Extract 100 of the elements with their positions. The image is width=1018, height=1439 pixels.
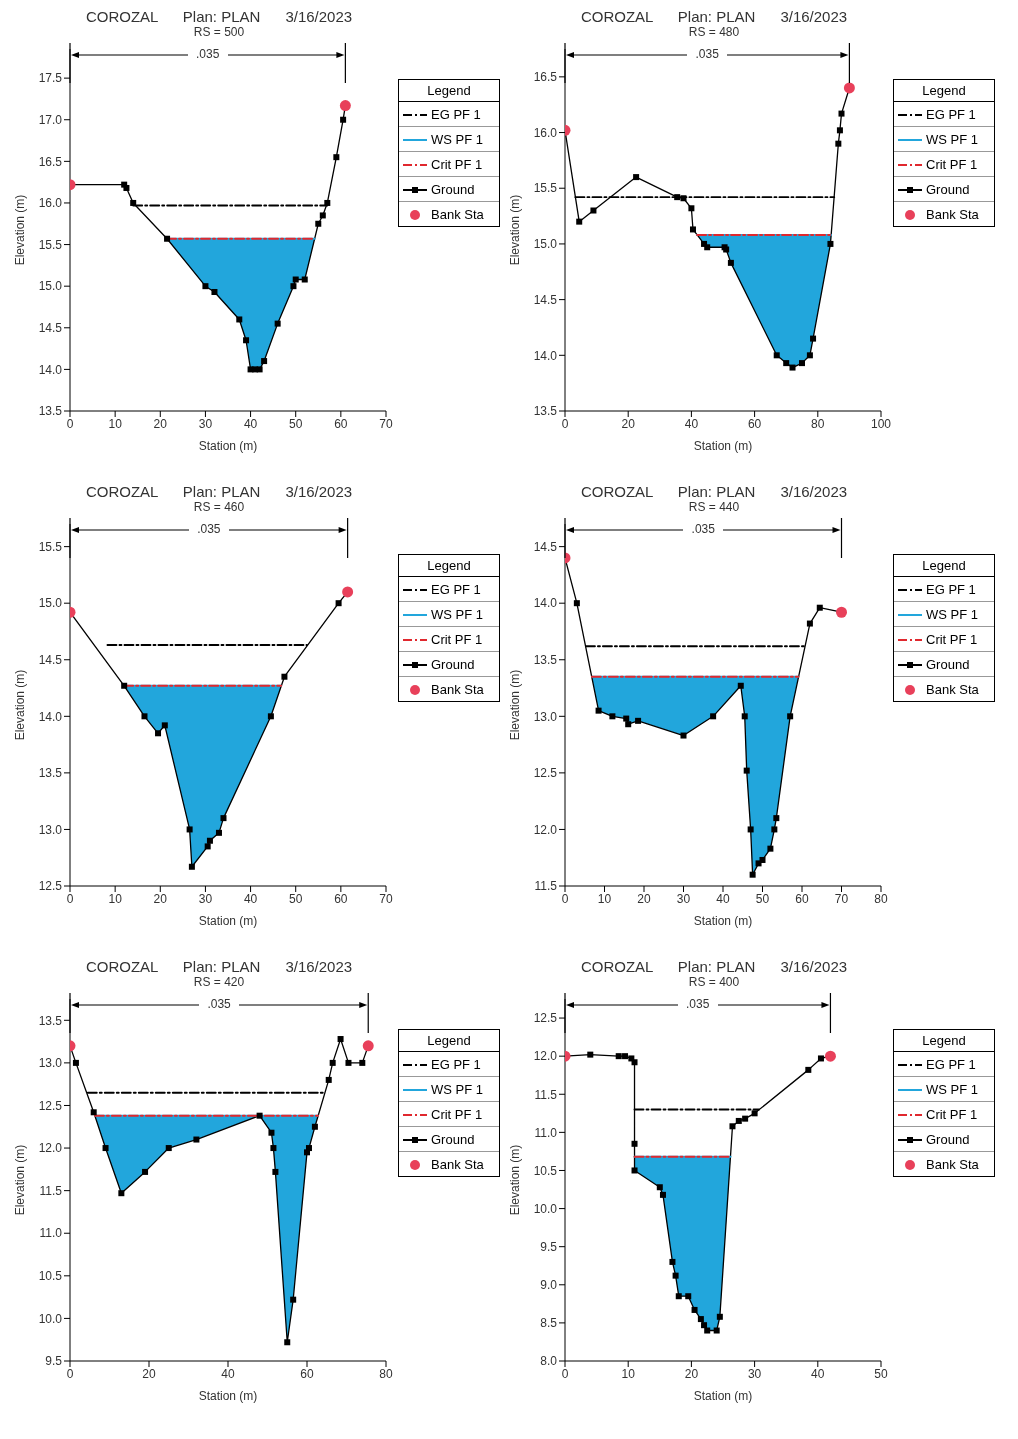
x-tick-label: 60 — [334, 416, 348, 431]
x-tick-label: 0 — [66, 1366, 74, 1381]
legend-label: Bank Sta — [926, 207, 979, 223]
y-tick-label: 9.5 — [45, 1354, 63, 1369]
chart-title: COROZAL Plan: PLAN 3/16/2023 — [84, 958, 354, 975]
y-tick-label: 11.0 — [534, 1125, 558, 1140]
legend-title: Legend — [399, 1030, 499, 1052]
legend-title: Legend — [894, 80, 994, 102]
x-axis-title: Station (m) — [692, 914, 754, 928]
y-tick-label: 13.5 — [38, 766, 63, 781]
chart-subtitle: RS = 400 — [687, 975, 741, 989]
x-tick-label: 50 — [289, 416, 303, 431]
y-tick-label: 15.5 — [38, 237, 63, 252]
x-tick-label: 70 — [379, 416, 393, 431]
legend-label: Bank Sta — [431, 1157, 484, 1173]
x-tick-label: 80 — [874, 891, 888, 906]
legend-label: Ground — [926, 182, 970, 198]
legend-label: EG PF 1 — [926, 582, 976, 598]
x-tick-label: 0 — [561, 416, 569, 431]
y-tick-label: 14.0 — [533, 596, 558, 611]
legend-label: EG PF 1 — [431, 1057, 481, 1073]
y-tick-label: 13.5 — [38, 1013, 63, 1028]
y-tick-label: 8.0 — [540, 1354, 558, 1369]
y-tick-label: 14.5 — [38, 321, 63, 336]
x-tick-label: 10 — [597, 891, 612, 906]
x-tick-label: 40 — [716, 891, 730, 906]
y-tick-label: 17.5 — [38, 71, 63, 86]
y-tick-label: 10.5 — [533, 1163, 558, 1178]
x-tick-label: 80 — [811, 416, 825, 431]
y-tick-label: 13.5 — [38, 404, 63, 419]
x-tick-label: 80 — [379, 1366, 393, 1381]
y-tick-label: 13.5 — [533, 404, 558, 419]
chart-title: COROZAL Plan: PLAN 3/16/2023 — [579, 8, 849, 25]
legend-title: Legend — [894, 1030, 994, 1052]
x-tick-label: 50 — [289, 891, 303, 906]
y-tick-label: 15.0 — [533, 237, 558, 252]
annotation: .035 — [187, 47, 228, 61]
y-tick-label: 14.0 — [38, 362, 63, 377]
legend-label: WS PF 1 — [431, 607, 484, 623]
y-tick-label: 16.5 — [533, 70, 558, 85]
legend-title: Legend — [399, 555, 499, 577]
x-tick-label: 30 — [198, 416, 213, 431]
y-tick-label: 15.0 — [38, 279, 63, 294]
y-axis-title: Elevation (m) — [508, 1144, 522, 1216]
x-axis-title: Station (m) — [197, 1389, 259, 1403]
legend-label: WS PF 1 — [926, 607, 979, 623]
y-tick-label: 14.0 — [533, 348, 558, 363]
y-tick-label: 12.0 — [533, 1049, 558, 1064]
chart-title: COROZAL Plan: PLAN 3/16/2023 — [84, 483, 354, 500]
chart-subtitle: RS = 500 — [192, 25, 246, 39]
legend-label: EG PF 1 — [431, 582, 481, 598]
legend-label: Crit PF 1 — [431, 1107, 483, 1123]
y-axis-title: Elevation (m) — [508, 194, 522, 266]
x-tick-label: 60 — [334, 891, 348, 906]
x-tick-label: 40 — [811, 1366, 825, 1381]
chart-subtitle: RS = 460 — [192, 500, 246, 514]
y-axis-title: Elevation (m) — [13, 669, 27, 741]
legend-label: Ground — [431, 1132, 475, 1148]
legend-title: Legend — [399, 80, 499, 102]
legend-label: Bank Sta — [431, 207, 484, 223]
y-tick-label: 13.0 — [38, 1056, 63, 1071]
y-tick-label: 16.0 — [38, 196, 63, 211]
annotation: .035 — [683, 522, 724, 536]
y-tick-label: 12.5 — [533, 766, 558, 781]
x-tick-label: 30 — [676, 891, 691, 906]
y-tick-label: 11.5 — [534, 879, 558, 894]
y-tick-label: 10.5 — [38, 1269, 63, 1284]
y-tick-label: 12.5 — [533, 1011, 558, 1026]
legend-label: Crit PF 1 — [926, 1107, 978, 1123]
y-tick-label: 16.5 — [38, 154, 63, 169]
y-tick-label: 11.0 — [39, 1226, 63, 1241]
chart-subtitle: RS = 480 — [687, 25, 741, 39]
y-tick-label: 10.0 — [38, 1311, 63, 1326]
legend-label: Crit PF 1 — [926, 157, 978, 173]
y-tick-label: 15.5 — [533, 181, 558, 196]
legend-label: Ground — [431, 657, 475, 673]
y-tick-label: 14.0 — [38, 709, 63, 724]
y-tick-label: 10.0 — [533, 1201, 558, 1216]
y-tick-label: 8.5 — [540, 1316, 558, 1331]
legend-label: WS PF 1 — [431, 132, 484, 148]
x-tick-label: 20 — [153, 416, 168, 431]
x-tick-label: 10 — [108, 891, 123, 906]
annotation: .035 — [687, 47, 728, 61]
x-tick-label: 0 — [66, 416, 74, 431]
y-axis-title: Elevation (m) — [13, 1144, 27, 1216]
y-tick-label: 12.5 — [38, 1098, 63, 1113]
chart-title: COROZAL Plan: PLAN 3/16/2023 — [579, 958, 849, 975]
y-tick-label: 12.0 — [533, 822, 558, 837]
x-tick-label: 20 — [142, 1366, 156, 1381]
y-tick-label: 11.5 — [39, 1183, 63, 1198]
y-axis-title: Elevation (m) — [508, 669, 522, 741]
x-tick-label: 20 — [684, 1366, 699, 1381]
x-tick-label: 20 — [637, 891, 651, 906]
legend-label: EG PF 1 — [926, 1057, 976, 1073]
legend-label: EG PF 1 — [926, 107, 976, 123]
x-tick-label: 10 — [108, 416, 123, 431]
x-tick-label: 30 — [747, 1366, 762, 1381]
legend-label: WS PF 1 — [431, 1082, 484, 1098]
legend-label: Ground — [431, 182, 475, 198]
x-tick-label: 50 — [755, 891, 770, 906]
